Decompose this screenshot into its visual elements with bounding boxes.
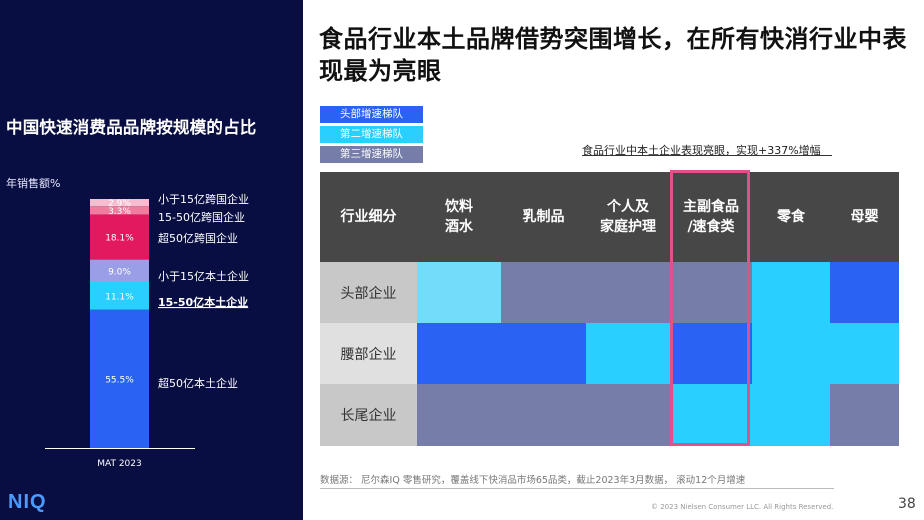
segment-value-label: 3.3% <box>108 207 131 217</box>
series-name-label: 超50亿跨国企业 <box>158 231 238 245</box>
segment-value-label: 55.5% <box>105 375 134 385</box>
left-panel: 中国快速消费品品牌按规模的占比 年销售额% 55.5% 超50亿本土企业 11.1%… <box>0 0 303 520</box>
heatmap-cell <box>670 323 752 384</box>
heatmap-cell <box>670 384 752 446</box>
stack-segment <box>90 259 149 282</box>
heatmap-cell <box>417 262 501 323</box>
heatmap-cell <box>501 323 586 384</box>
heatmap-column-header: 个人及 家庭护理 <box>586 172 670 262</box>
heatmap-row-label: 长尾企业 <box>320 384 417 446</box>
stack-segment <box>90 309 149 448</box>
stack-segment <box>90 206 149 215</box>
heatmap-column-header: 母婴 <box>830 172 899 262</box>
heatmap-row-label: 腰部企业 <box>320 323 417 384</box>
heatmap-corner-label: 行业细分 <box>320 172 417 262</box>
heatmap-cell <box>752 384 830 446</box>
heatmap-cell <box>586 323 670 384</box>
highlight-note: 食品行业中本土企业表现亮眼，实现+337%增幅 <box>582 144 821 157</box>
series-name-label: 15-50亿本土企业 <box>158 295 248 309</box>
heatmap-cell <box>670 262 752 323</box>
stack-segment <box>90 214 149 260</box>
segment-value-label: 2.9% <box>108 199 131 209</box>
tier-heatmap: 行业细分 饮料 酒水 乳制品 个人及 家庭护理 主副食品 /速食类 零食 母婴头部企业 腰部企… <box>320 172 899 446</box>
stack-segment <box>90 282 149 310</box>
heatmap-cell <box>586 262 670 323</box>
heatmap-cell <box>417 323 501 384</box>
series-name-label: 小于15亿本土企业 <box>158 269 249 283</box>
page-number: 38 <box>898 496 916 512</box>
segment-value-label: 11.1% <box>105 292 134 302</box>
heatmap-cell <box>501 384 586 446</box>
segment-value-label: 9.0% <box>108 267 131 277</box>
series-name-label: 15-50亿跨国企业 <box>158 210 245 224</box>
legend-tier-1: 头部增速梯队 <box>320 106 423 123</box>
heatmap-row-label: 头部企业 <box>320 262 417 323</box>
source-note: 数据源： 尼尔森IQ 零售研究，覆盖线下快消品市场65品类，截止2023年3月数… <box>320 475 746 486</box>
heatmap-cell <box>830 323 899 384</box>
x-tick-label: MAT 2023 <box>97 459 142 469</box>
left-chart-ylabel: 年销售额% <box>6 177 61 190</box>
copyright: © 2023 Nielsen Consumer LLC. All Rights … <box>651 503 834 511</box>
legend-tier-2: 第二增速梯队 <box>320 126 423 143</box>
heatmap-cell <box>830 262 899 323</box>
stack-segment <box>90 199 149 207</box>
heatmap-column-header: 乳制品 <box>501 172 586 262</box>
heatmap-column-header: 饮料 酒水 <box>417 172 501 262</box>
heatmap-cell <box>417 384 501 446</box>
footer-divider <box>320 488 834 489</box>
segment-value-label: 18.1% <box>105 234 134 244</box>
heatmap-cell <box>830 384 899 446</box>
highlight-note-underline <box>582 155 832 156</box>
heatmap-column-header: 零食 <box>752 172 830 262</box>
heatmap-column-header: 主副食品 /速食类 <box>670 172 752 262</box>
heatmap-cell <box>501 262 586 323</box>
niq-logo: NIQ <box>8 491 47 513</box>
heatmap-cell <box>586 384 670 446</box>
left-chart-title: 中国快速消费品品牌按规模的占比 <box>6 118 257 137</box>
series-name-label: 超50亿本土企业 <box>158 376 238 390</box>
legend-tier-3: 第三增速梯队 <box>320 146 423 163</box>
heatmap-cell <box>752 262 830 323</box>
page-title: 食品行业本土品牌借势突围增长，在所有快消行业中表现最为亮眼 <box>319 25 907 85</box>
series-name-label: 小于15亿跨国企业 <box>158 192 249 206</box>
stacked-bar-chart: 55.5% 超50亿本土企业 11.1% 15-50亿本土企业 9.0% 小于15亿本土企… <box>45 192 249 469</box>
heatmap-cell <box>752 323 830 384</box>
